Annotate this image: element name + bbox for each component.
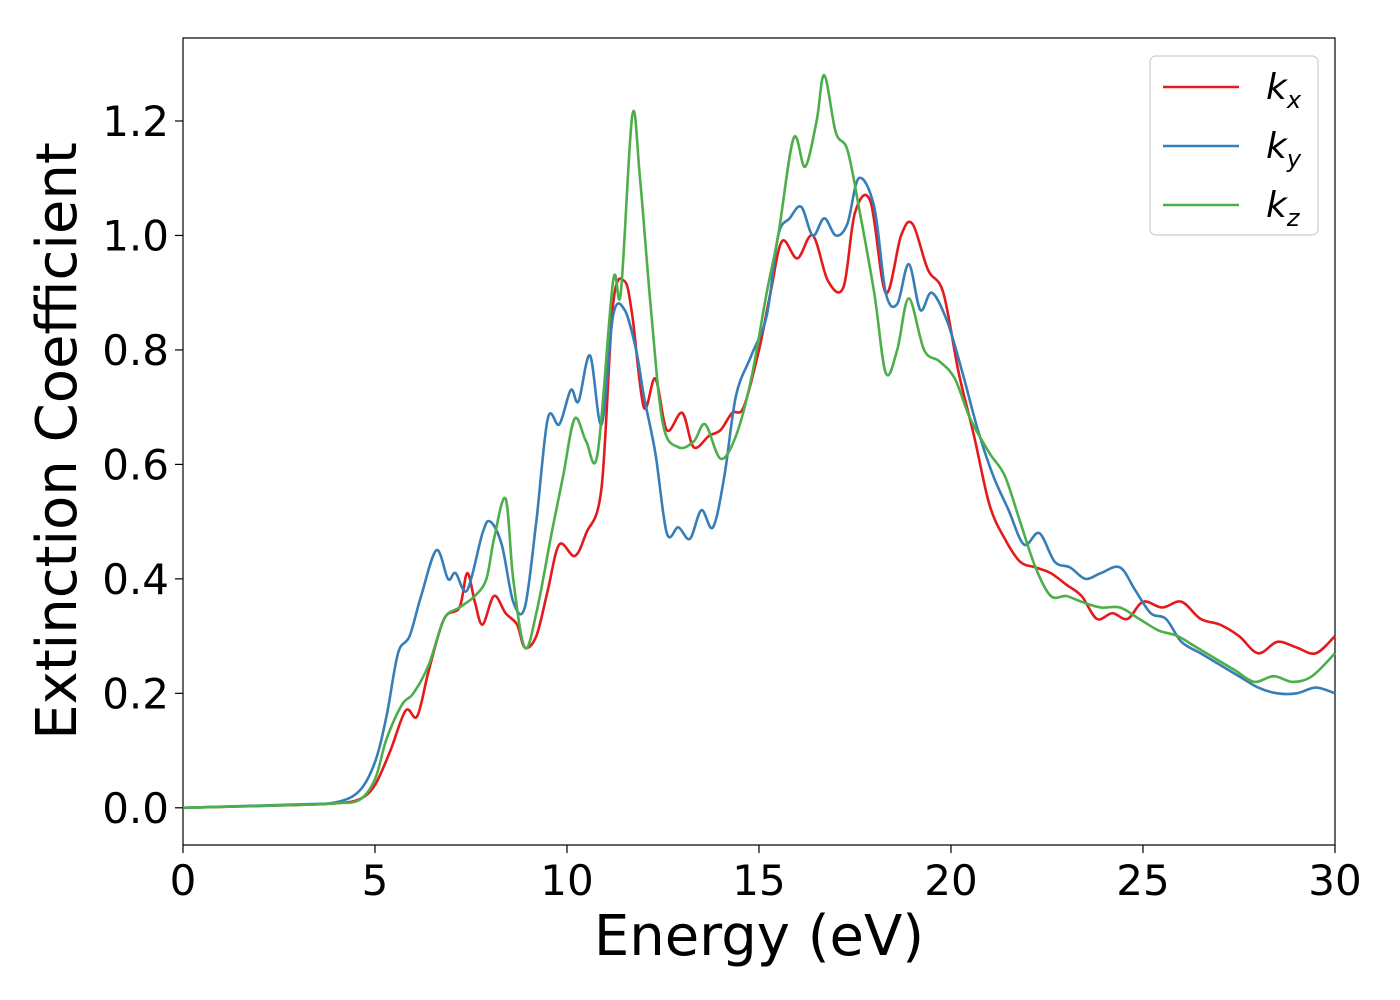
y-axis-title: Extinction Coefficient (25, 142, 90, 740)
y-tick-label: 0.4 (102, 555, 169, 604)
plot-area (182, 37, 1336, 846)
legend: kx ky kz (1149, 55, 1319, 236)
y-tick-label: 0.0 (102, 784, 169, 833)
legend-label-ky: ky (1266, 126, 1302, 173)
x-tick-label: 10 (540, 856, 593, 905)
series-line-kz (182, 73, 1336, 810)
y-tick-label: 0.2 (102, 669, 169, 718)
x-tick-label: 5 (362, 856, 389, 905)
x-tick-label: 0 (170, 856, 197, 905)
legend-label-kz: kz (1266, 185, 1301, 232)
y-tick-label: 0.8 (102, 326, 169, 375)
x-tick-label: 25 (1116, 856, 1169, 905)
series-line-ky (182, 176, 1336, 810)
y-tick-label: 1.0 (102, 211, 169, 260)
x-tick-label: 15 (732, 856, 785, 905)
x-tick-label: 30 (1308, 856, 1361, 905)
y-axis-ticks: 0.0 0.2 0.4 0.6 0.8 1.0 1.2 (102, 97, 183, 833)
y-tick-label: 1.2 (102, 97, 169, 146)
legend-label-kx: kx (1266, 67, 1302, 114)
x-axis-ticks: 0 5 10 15 20 25 30 (170, 845, 1362, 905)
x-tick-label: 20 (924, 856, 977, 905)
series-layer (182, 73, 1336, 810)
series-line-kx (182, 193, 1336, 810)
y-tick-label: 0.6 (102, 440, 169, 489)
x-axis-title: Energy (eV) (594, 904, 924, 969)
